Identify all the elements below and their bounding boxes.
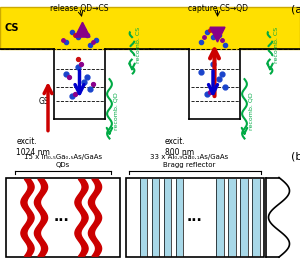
Text: excit.
1024 nm: excit. 1024 nm (16, 137, 50, 157)
Text: 33 x Al₀.₉Ga₀.₁As/GaAs
Bragg reflector: 33 x Al₀.₉Ga₀.₁As/GaAs Bragg reflector (150, 154, 228, 168)
FancyBboxPatch shape (126, 178, 264, 257)
Text: 15 x In₀.₅Ga₀.₅As/GaAs
QDs: 15 x In₀.₅Ga₀.₅As/GaAs QDs (24, 154, 102, 168)
Text: ...: ... (54, 210, 69, 224)
Text: recomb. CS: recomb. CS (136, 26, 141, 63)
FancyBboxPatch shape (6, 178, 120, 257)
FancyBboxPatch shape (252, 179, 260, 256)
Text: (a): (a) (291, 5, 300, 15)
Polygon shape (210, 27, 225, 42)
Text: recomb. QD: recomb. QD (113, 92, 119, 130)
Text: (b): (b) (291, 151, 300, 161)
Text: ...: ... (187, 210, 203, 224)
FancyBboxPatch shape (240, 179, 247, 256)
Text: recomb. QD: recomb. QD (248, 92, 253, 130)
FancyBboxPatch shape (216, 179, 224, 256)
Text: CS: CS (4, 23, 19, 33)
FancyBboxPatch shape (140, 179, 147, 256)
FancyBboxPatch shape (228, 179, 236, 256)
Text: recomb. CS: recomb. CS (274, 26, 279, 63)
FancyBboxPatch shape (0, 7, 300, 50)
Polygon shape (75, 22, 90, 37)
Text: capture CS→QD: capture CS→QD (188, 4, 248, 13)
Text: GS: GS (39, 97, 50, 106)
Text: excit.
800 nm: excit. 800 nm (165, 137, 194, 157)
FancyBboxPatch shape (164, 179, 171, 256)
Text: release QD→CS: release QD→CS (50, 4, 109, 13)
FancyBboxPatch shape (152, 179, 159, 256)
FancyBboxPatch shape (176, 179, 183, 256)
